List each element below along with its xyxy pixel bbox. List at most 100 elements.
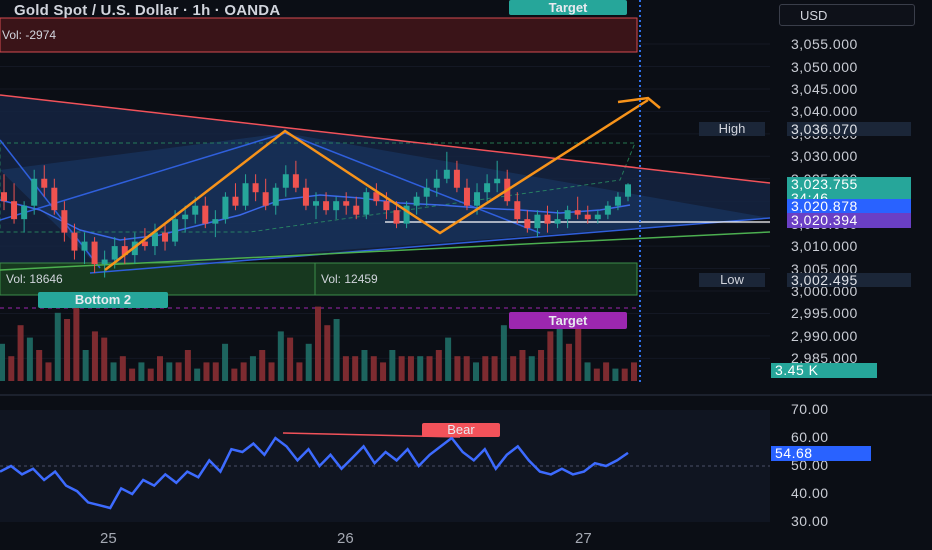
volume-bar [575, 312, 582, 381]
candle-body [463, 187, 470, 206]
rsi-value-box: 54.68 [771, 446, 871, 461]
date-label-26: 26 [337, 530, 354, 547]
volume-bar [370, 356, 377, 381]
volume-bar [324, 325, 331, 381]
candle-body [151, 232, 158, 247]
price-tick-label: 3,030.000 [791, 148, 858, 165]
ascending-support-line [89, 217, 771, 274]
candle-body [514, 201, 521, 220]
candle-body [433, 178, 440, 188]
candle-body [313, 201, 319, 206]
wedge-upper-left-line [0, 132, 286, 221]
volume-bar [17, 325, 24, 381]
candle-body [474, 192, 481, 206]
volume-bar [231, 368, 238, 381]
candle-body [101, 259, 108, 265]
candle-body [574, 210, 581, 215]
volume-bar [249, 356, 256, 381]
volume-bar [631, 362, 637, 381]
volume-bar [491, 356, 498, 381]
date-label-25: 25 [100, 530, 117, 547]
volume-bar [398, 356, 405, 381]
volume-bar [342, 356, 349, 381]
volume-bar [352, 356, 359, 381]
candle-body [51, 187, 58, 211]
volume-bar [73, 306, 80, 381]
candle-body [373, 192, 380, 202]
orange-arrow-head [617, 96, 661, 109]
volume-bar [547, 331, 554, 381]
candle-body [182, 214, 189, 220]
volume-bars [0, 306, 637, 381]
volume-bar [426, 356, 433, 381]
candle-body [1, 192, 7, 202]
volume-bar [454, 356, 461, 381]
rsi-line [0, 436, 629, 510]
low-value: 3,002.495 [787, 273, 911, 287]
candle-body [252, 183, 259, 193]
chart-title: Gold Spot / U.S. Dollar · 1h · OANDA [14, 2, 281, 19]
volume-bar [36, 350, 43, 381]
volume-bar [166, 362, 173, 381]
candlesticks [1, 151, 631, 278]
volume-bar [259, 350, 266, 381]
volume-bar [435, 350, 442, 381]
candle-body [524, 219, 531, 229]
candle-body [323, 201, 330, 211]
rsi-tick-label: 50.00 [791, 457, 829, 473]
rsi-polyline [0, 436, 629, 510]
candle-body [604, 205, 611, 215]
candle-body [353, 205, 360, 215]
ma2-value-box: 3,020.394 [787, 213, 911, 228]
rsi-tick-label: 40.00 [791, 485, 829, 501]
vol-box-left [0, 262, 316, 296]
volume-bar [26, 337, 33, 381]
volume-bar [612, 368, 619, 381]
candle-body [453, 169, 460, 188]
bottom2-tag: Bottom 2 [38, 292, 168, 308]
volume-bar [287, 337, 294, 381]
volume-bar [45, 362, 52, 381]
volume-bar [147, 368, 154, 381]
volume-bar [482, 356, 489, 381]
moving-average-line [0, 194, 631, 241]
green-trend-line [0, 231, 771, 271]
rsi-tick-label: 60.00 [791, 429, 829, 445]
ma-value-box: 3,020.878 [787, 199, 911, 213]
bear-tag: Bear [422, 423, 500, 437]
price-tick-label: 3,045.000 [791, 80, 858, 97]
descending-resistance-line [0, 94, 771, 184]
last-price-box: 3,023.755 [787, 177, 911, 192]
price-tick-label: 3,055.000 [791, 36, 858, 53]
volume-bar [277, 331, 284, 381]
volume-bar [175, 362, 182, 381]
volume-bar [380, 362, 387, 381]
volume-bar [565, 343, 572, 381]
volume-bar [0, 343, 5, 381]
currency-selector[interactable]: USD [779, 4, 915, 26]
candle-body [222, 196, 229, 220]
volume-bar [54, 312, 61, 381]
candle-body [172, 219, 179, 242]
vol-label-left: Vol: 18646 [6, 272, 63, 286]
price-tick-label: 3,010.000 [791, 238, 858, 255]
volume-bar [101, 337, 108, 381]
volume-bar [129, 368, 136, 381]
candle-body [202, 205, 209, 224]
candle-body [141, 241, 148, 247]
candle-body [343, 201, 350, 206]
volume-bar [240, 362, 247, 381]
volume-bar [268, 362, 275, 381]
candle-body [242, 183, 249, 206]
dashed-range-box [0, 142, 636, 233]
volume-bar [500, 325, 507, 381]
low-label: Low [699, 273, 765, 287]
candle-body [282, 174, 289, 188]
candle-body [403, 205, 410, 224]
price-tick-label: 3,040.000 [791, 103, 858, 120]
volume-bar [621, 368, 628, 381]
candle-body [91, 241, 98, 265]
volume-bar [157, 356, 163, 381]
vol-label-top: Vol: -2974 [2, 28, 57, 42]
